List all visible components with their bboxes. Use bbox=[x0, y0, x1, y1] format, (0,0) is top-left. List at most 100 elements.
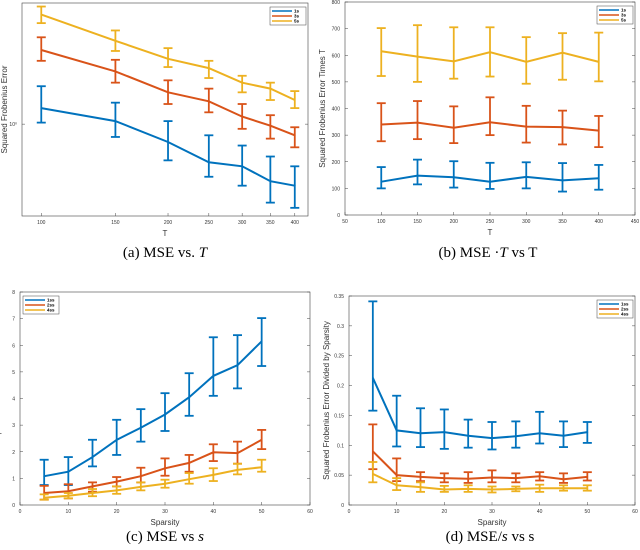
data-point bbox=[372, 450, 374, 453]
error-bar bbox=[559, 472, 568, 484]
data-point bbox=[269, 124, 272, 127]
data-point bbox=[114, 70, 117, 73]
data-point bbox=[467, 488, 469, 490]
data-point bbox=[491, 476, 493, 479]
error-bar bbox=[136, 481, 146, 492]
x-tick-label: 300 bbox=[522, 219, 531, 225]
y-tick-label: 600 bbox=[332, 53, 341, 59]
error-bar bbox=[290, 90, 300, 110]
series-3s bbox=[36, 36, 300, 149]
y-tick-label: 0.05 bbox=[334, 473, 344, 479]
error-bar bbox=[521, 36, 531, 85]
series-line bbox=[44, 340, 263, 478]
data-point bbox=[115, 438, 118, 441]
data-point bbox=[260, 438, 263, 441]
error-bar bbox=[559, 420, 568, 448]
x-axis-label: Sparsity bbox=[151, 518, 180, 527]
error-bar bbox=[290, 165, 300, 209]
x-tick-label: 60 bbox=[307, 509, 313, 515]
x-tick-label: 100 bbox=[377, 219, 386, 225]
x-tick-label: 400 bbox=[291, 220, 300, 226]
error-bar bbox=[416, 471, 425, 483]
series-1s bbox=[36, 85, 300, 209]
data-point bbox=[91, 485, 94, 488]
data-point bbox=[208, 161, 210, 164]
x-tick-label: 350 bbox=[558, 219, 567, 225]
subplot-b: 50 100 150 200 250 300 350 400 450 0 100 200 300 400 5… bbox=[318, 0, 639, 237]
data-point bbox=[489, 121, 491, 124]
subplot-d: 0 10 20 30 40 50 60 0 0.05 0.1 0.15 0.2 0.25 0.3 0.35 S… bbox=[322, 294, 638, 527]
error-bar bbox=[368, 461, 378, 484]
data-point bbox=[164, 482, 166, 485]
error-bar bbox=[163, 120, 173, 162]
data-point bbox=[236, 452, 239, 454]
series-line bbox=[44, 438, 263, 494]
y-tick-label: 7 bbox=[12, 317, 15, 323]
error-bar bbox=[237, 74, 247, 94]
error-bar bbox=[368, 300, 378, 412]
error-bar bbox=[521, 161, 531, 190]
data-point bbox=[395, 474, 398, 476]
data-point bbox=[525, 125, 528, 128]
y-tick-label: 0 bbox=[341, 503, 344, 509]
y-tick-label: 5 bbox=[12, 370, 15, 376]
error-bar bbox=[413, 158, 422, 186]
data-point bbox=[452, 126, 455, 129]
data-point bbox=[443, 488, 446, 491]
x-tick-label: 350 bbox=[266, 220, 275, 226]
x-tick-label: 100 bbox=[37, 220, 46, 226]
y-tick-label: 200 bbox=[332, 160, 341, 166]
error-bar bbox=[485, 161, 495, 190]
legend-label: 3s bbox=[621, 13, 627, 18]
data-point bbox=[236, 364, 239, 367]
data-point bbox=[489, 180, 491, 183]
error-bar bbox=[290, 126, 300, 149]
data-point bbox=[167, 91, 169, 94]
error-bar bbox=[511, 472, 521, 484]
error-bar bbox=[535, 471, 545, 482]
error-bar bbox=[233, 462, 242, 476]
y-tick-label: 0.25 bbox=[334, 354, 344, 360]
data-point bbox=[491, 488, 493, 491]
error-bar bbox=[594, 115, 604, 149]
series-1s bbox=[376, 158, 604, 193]
error-bar bbox=[208, 336, 218, 397]
series-5s bbox=[36, 5, 300, 110]
data-point bbox=[40, 107, 43, 109]
error-bar bbox=[559, 484, 568, 492]
data-point bbox=[597, 177, 600, 180]
series-2ss bbox=[39, 429, 267, 501]
data-point bbox=[260, 340, 263, 343]
x-tick-label: 0 bbox=[348, 509, 351, 515]
x-tick-label: 30 bbox=[489, 509, 495, 515]
data-point bbox=[67, 470, 70, 473]
error-bar bbox=[521, 104, 531, 144]
error-bar bbox=[265, 155, 275, 204]
series-line bbox=[44, 466, 262, 499]
y-tick-label: 8 bbox=[12, 290, 15, 296]
error-bar bbox=[36, 5, 46, 25]
data-point bbox=[562, 434, 565, 437]
error-bar bbox=[39, 458, 49, 486]
data-point bbox=[241, 81, 243, 84]
error-bar bbox=[237, 103, 247, 130]
data-point bbox=[562, 487, 565, 490]
error-bar bbox=[184, 372, 194, 417]
error-bar bbox=[558, 162, 567, 193]
y-tick-label: 4 bbox=[12, 397, 15, 403]
data-point bbox=[372, 473, 374, 475]
error-bar bbox=[39, 493, 49, 501]
data-point bbox=[43, 497, 45, 499]
data-point bbox=[269, 180, 272, 182]
error-bar bbox=[511, 485, 521, 493]
data-point bbox=[293, 99, 296, 101]
data-point bbox=[443, 431, 446, 433]
y-axis-label: Squared Frobenius Error bbox=[0, 65, 9, 153]
error-bar bbox=[257, 429, 267, 450]
data-point bbox=[467, 477, 469, 480]
error-bar bbox=[485, 96, 495, 137]
data-point bbox=[115, 480, 118, 483]
error-bar bbox=[204, 59, 214, 79]
